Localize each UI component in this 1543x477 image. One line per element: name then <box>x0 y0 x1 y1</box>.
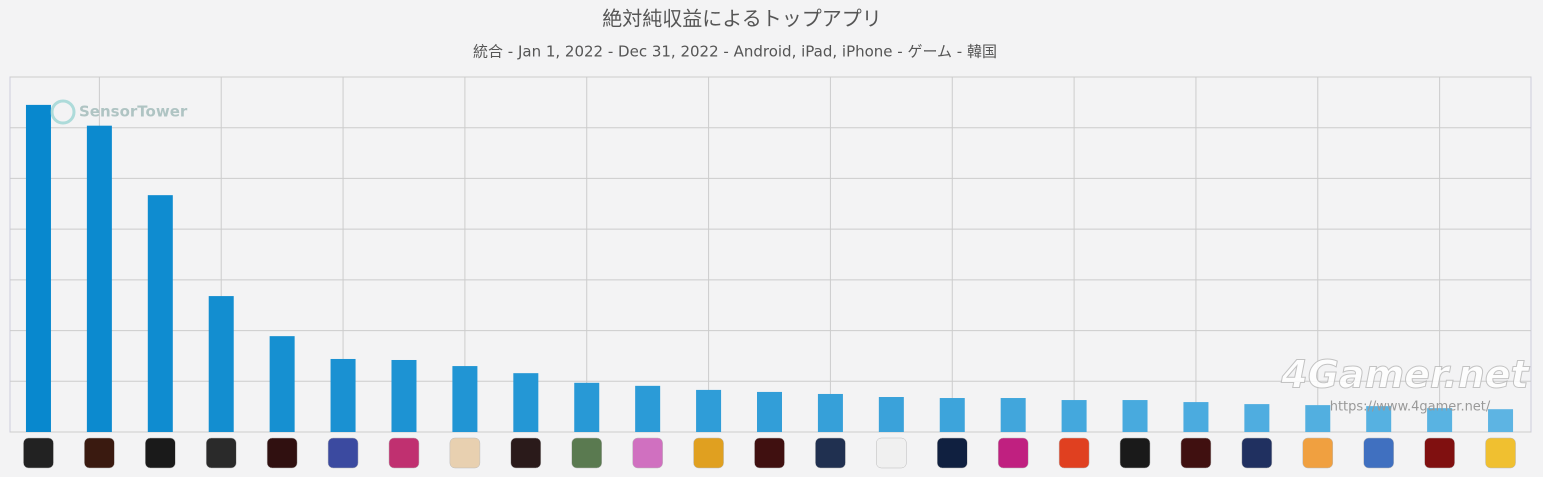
app-icon <box>1302 437 1334 469</box>
bar <box>939 398 965 432</box>
app-icon <box>388 437 420 469</box>
bar <box>1427 408 1453 432</box>
app-icon <box>205 437 237 469</box>
bar <box>635 385 661 432</box>
app-icon <box>876 437 907 469</box>
app-icon <box>266 437 298 469</box>
bar <box>391 359 417 432</box>
bar <box>452 366 478 432</box>
bar <box>574 382 600 432</box>
bar <box>757 391 782 432</box>
app-icon <box>1424 437 1455 469</box>
app-icon <box>84 437 115 469</box>
app-icon <box>1485 437 1516 469</box>
bar <box>330 358 356 432</box>
bar <box>1305 405 1331 432</box>
app-icon <box>510 437 542 469</box>
app-icon <box>815 437 846 469</box>
app-icon <box>1363 437 1394 469</box>
bar <box>1061 400 1087 432</box>
app-icon <box>1180 437 1212 469</box>
bar <box>269 336 295 432</box>
watermark-logo <box>50 99 76 125</box>
bar <box>86 125 112 432</box>
bar <box>1366 406 1392 432</box>
app-icon <box>23 437 54 469</box>
app-icon <box>997 437 1029 469</box>
app-icon <box>1241 437 1273 469</box>
bar <box>1244 404 1270 432</box>
app-icon <box>693 437 724 469</box>
app-icon <box>449 437 481 469</box>
chart-subtitle: 統合 - Jan 1, 2022 - Dec 31, 2022 - Androi… <box>473 43 997 61</box>
watermark: SensorTower <box>79 103 188 121</box>
app-icon <box>937 437 968 469</box>
app-icon <box>754 437 785 469</box>
app-icon <box>145 437 176 469</box>
bar <box>208 296 234 432</box>
plot-area <box>9 76 1532 469</box>
app-icon <box>327 437 359 469</box>
bar <box>147 195 173 432</box>
bar <box>1488 409 1514 432</box>
watermark-url: https://www.4gamer.net/ <box>1330 400 1491 415</box>
watermark: 4Gamer.net <box>1280 353 1530 397</box>
bar <box>817 393 843 432</box>
bar <box>1183 402 1209 432</box>
bar <box>513 373 539 432</box>
app-icon <box>1119 437 1151 469</box>
app-icon <box>571 437 602 469</box>
bar <box>25 104 51 433</box>
bar <box>878 397 904 432</box>
app-icon <box>632 437 663 469</box>
app-icon <box>1058 437 1090 469</box>
bar <box>1000 398 1026 432</box>
chart-title: 絶対純収益によるトップアプリ <box>602 7 881 31</box>
bar <box>1122 400 1148 432</box>
bar <box>696 389 722 432</box>
